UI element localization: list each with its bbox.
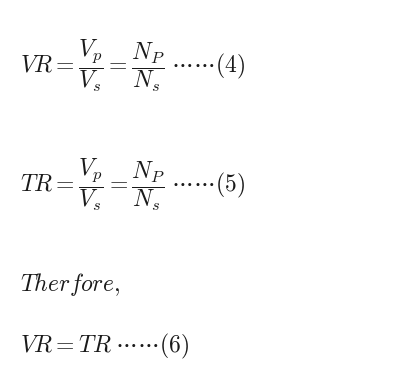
Text: $\mathit{VR} = \dfrac{V_p}{V_s} = \dfrac{N_P}{N_s} \;\cdots\cdots (4)$: $\mathit{VR} = \dfrac{V_p}{V_s} = \dfrac… [20, 37, 245, 94]
Text: $\mathit{VR} = \mathit{TR} \;\cdots\cdots (6)$: $\mathit{VR} = \mathit{TR} \;\cdots\cdot… [20, 332, 189, 361]
Text: $\mathit{TR} = \dfrac{V_p}{V_s} = \dfrac{N_P}{N_s} \;\cdots\cdots (5)$: $\mathit{TR} = \dfrac{V_p}{V_s} = \dfrac… [20, 156, 245, 213]
Text: $\mathit{Therfore,}$: $\mathit{Therfore,}$ [20, 271, 120, 298]
